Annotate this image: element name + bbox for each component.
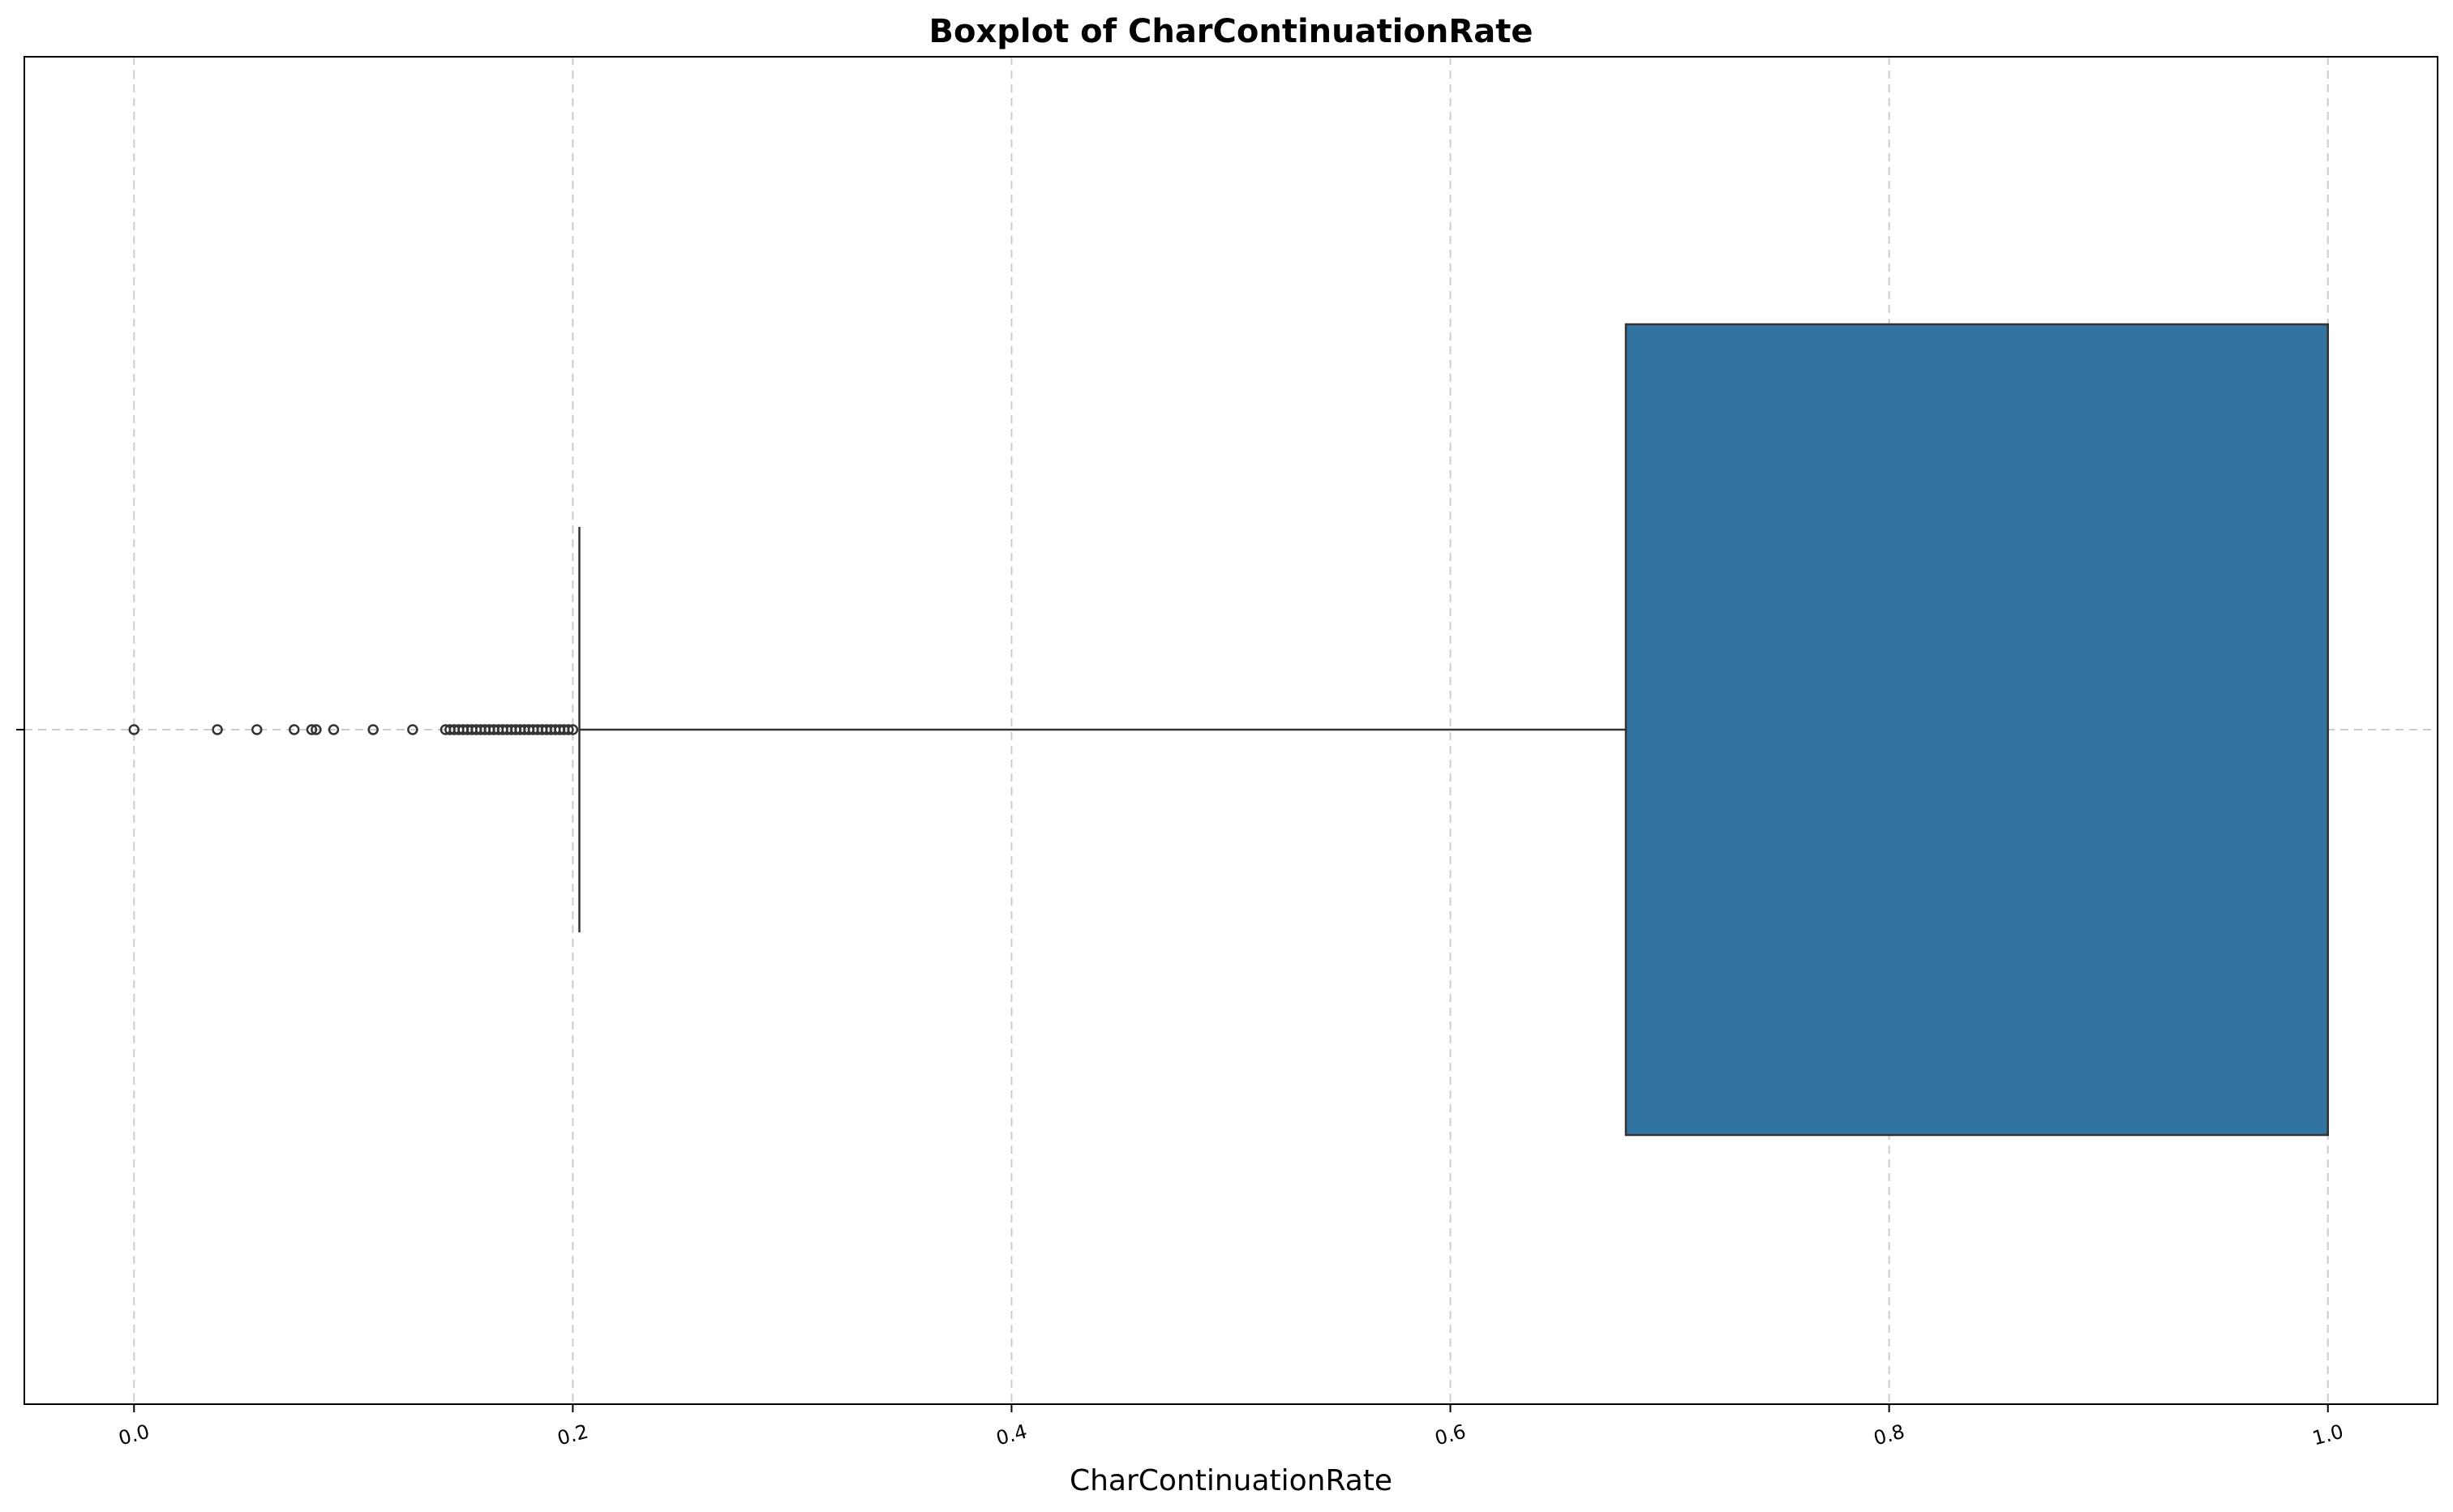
outlier-point	[328, 724, 340, 735]
outlier-point	[407, 724, 418, 735]
outlier-layer	[128, 724, 579, 735]
outlier-point	[212, 724, 223, 735]
outlier-point	[311, 724, 322, 735]
box-layer	[578, 323, 2329, 1137]
outlier-point	[563, 724, 574, 735]
outlier-point	[251, 724, 263, 735]
box-iqr	[1624, 323, 2329, 1137]
outlier-point	[367, 724, 379, 735]
outlier-point	[128, 724, 140, 735]
outlier-point	[306, 724, 318, 735]
grid-layer	[24, 57, 2438, 1404]
outlier-point	[567, 724, 579, 735]
x-axis-label: CharContinuationRate	[1070, 1464, 1392, 1497]
chart-title: Boxplot of CharContinuationRate	[929, 13, 1533, 50]
outlier-point	[289, 724, 300, 735]
